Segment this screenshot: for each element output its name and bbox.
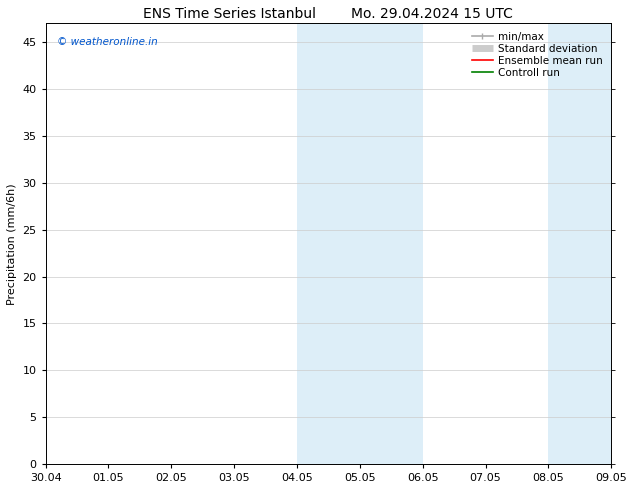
Title: ENS Time Series Istanbul        Mo. 29.04.2024 15 UTC: ENS Time Series Istanbul Mo. 29.04.2024 … bbox=[143, 7, 514, 21]
Bar bbox=[360, 24, 423, 464]
Bar bbox=[548, 24, 611, 464]
Legend: min/max, Standard deviation, Ensemble mean run, Controll run: min/max, Standard deviation, Ensemble me… bbox=[469, 29, 606, 81]
Y-axis label: Precipitation (mm/6h): Precipitation (mm/6h) bbox=[7, 183, 17, 305]
Text: © weatheronline.in: © weatheronline.in bbox=[57, 37, 158, 47]
Bar bbox=[297, 24, 360, 464]
